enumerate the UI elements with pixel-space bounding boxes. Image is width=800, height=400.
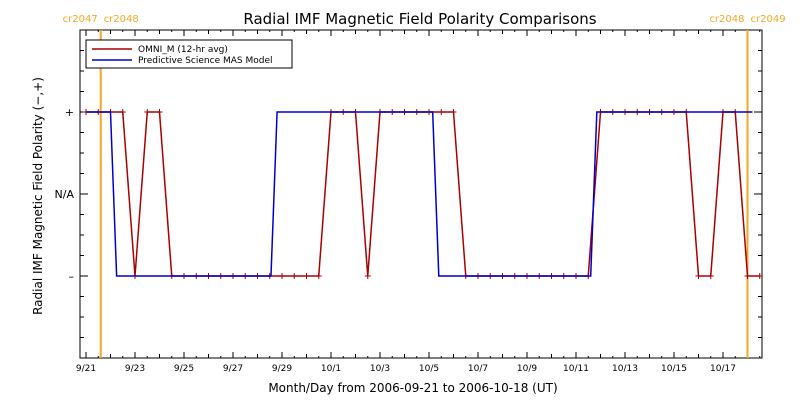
data-point [303,273,310,279]
y-tick-label: – [69,270,75,283]
plot-area: 9/21 9/23 9/25 9/27 9/29 10/1 10/3 10/5 10/7 10/9… [55,14,786,374]
x-tick-label: 10/13 [612,364,638,374]
carrington-label-left: cr2048 [709,14,744,25]
x-tick-label: 9/25 [174,364,194,374]
x-tick-label: 10/15 [661,364,687,374]
data-point [119,109,126,115]
x-tick-label: 10/1 [321,364,341,374]
data-point [279,273,285,279]
carrington-label-right: cr2049 [751,14,786,25]
x-tick-label: 10/9 [517,364,537,374]
carrington-label-right: cr2048 [104,14,139,25]
series-line-1 [86,111,753,277]
data-point [744,273,751,279]
series-layer [83,109,763,279]
chart-title: Radial IMF Magnetic Field Polarity Compa… [243,10,596,28]
legend: OMNI_M (12-hr avg)Predictive Science MAS… [85,39,293,69]
x-tick-label: 10/3 [370,364,390,374]
x-tick-label: 10/5 [419,364,439,374]
x-tick-label: 10/7 [468,364,488,374]
data-point [707,273,714,279]
x-axis-title: Month/Day from 2006-09-21 to 2006-10-18 … [268,381,557,395]
x-tick-label: 9/29 [272,364,292,374]
data-point [756,273,763,279]
data-point [450,109,457,115]
y-axis-title: Radial IMF Magnetic Field Polarity (−,+) [31,77,45,315]
legend-box [85,39,293,69]
x-tick-label: 10/11 [563,364,589,374]
legend-label: OMNI_M (12-hr avg) [138,45,228,55]
data-point [156,109,163,115]
data-point [695,273,702,279]
legend-label: Predictive Science MAS Model [138,56,273,66]
plot-frame [79,29,763,359]
data-point [315,273,322,279]
y-tick-label: N/A [55,188,75,201]
data-point [291,273,298,279]
x-tick-label: 9/27 [223,364,243,374]
x-tick-label: 10/17 [710,364,736,374]
x-tick-label: 9/21 [76,364,96,374]
y-tick-label: + [65,106,74,119]
series-line-0 [86,111,760,277]
data-point [364,273,371,279]
data-point [144,109,151,115]
carrington-label-left: cr2047 [63,14,98,25]
x-tick-label: 9/23 [125,364,145,374]
data-point [438,109,445,115]
